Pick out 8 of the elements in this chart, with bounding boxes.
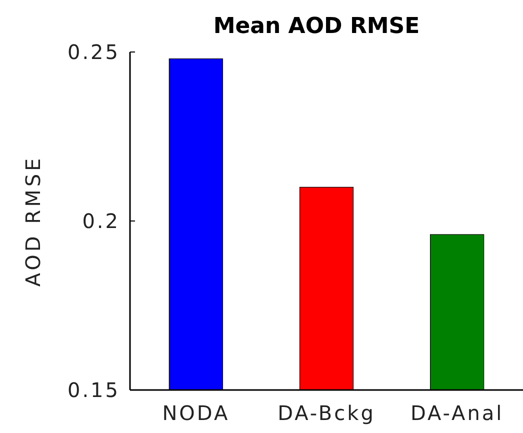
y-tick-label: 0.2 [82,209,120,233]
x-tick-label: NODA [162,401,230,425]
x-tick-label: DA-Anal [410,401,504,425]
chart-title: Mean AOD RMSE [213,14,420,39]
x-tick-label: DA-Bckg [278,401,376,425]
y-axis-title: AOD RMSE [21,155,45,287]
y-tick-label: 0.15 [67,378,120,402]
y-tick-label: 0.25 [67,40,120,64]
